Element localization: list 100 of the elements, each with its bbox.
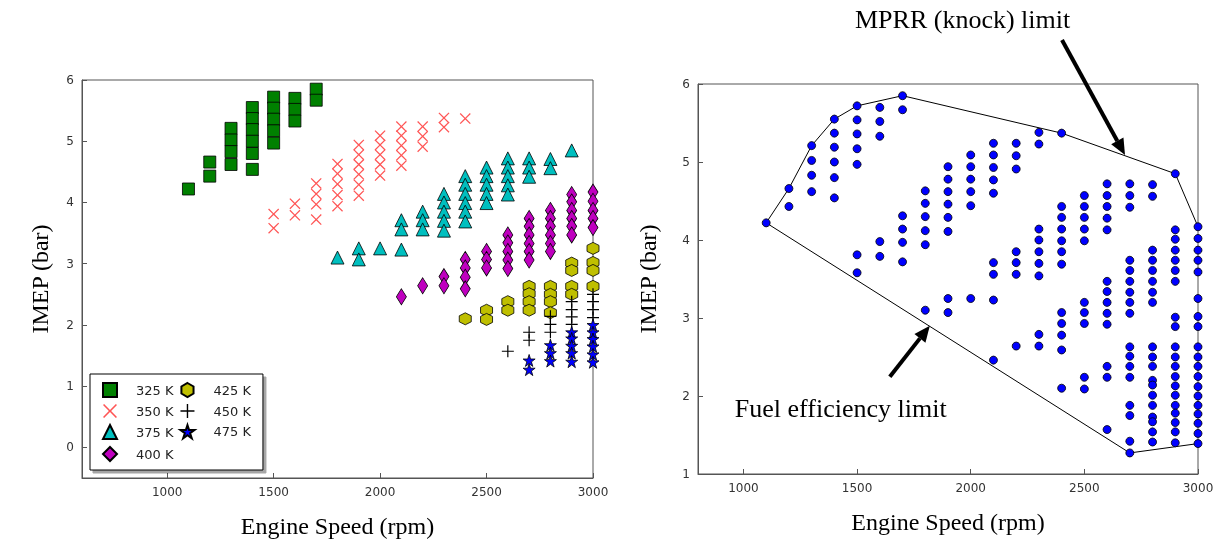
- x-tick-label: 2500: [471, 485, 502, 499]
- y-tick-label: 3: [682, 311, 690, 325]
- point: [522, 303, 536, 317]
- point: [544, 354, 557, 368]
- point: [351, 241, 366, 256]
- legend-label: 400 K: [136, 446, 174, 462]
- y-axis-title: IMEP (bar): [635, 224, 661, 334]
- point: [543, 161, 558, 176]
- y-tick-label: 2: [682, 389, 690, 403]
- point: [332, 158, 343, 170]
- point: [544, 295, 557, 309]
- point: [500, 187, 515, 202]
- legend-label: 375 K: [136, 424, 174, 440]
- point: [415, 222, 430, 237]
- point: [267, 90, 281, 104]
- point: [224, 158, 238, 171]
- point: [289, 209, 301, 221]
- point: [332, 168, 343, 180]
- point: [437, 213, 451, 228]
- point: [417, 121, 429, 133]
- point: [373, 241, 387, 256]
- x-tick-label: 2500: [1069, 481, 1100, 495]
- point: [310, 177, 322, 189]
- point: [394, 222, 409, 237]
- point: [565, 346, 579, 360]
- point: [374, 149, 386, 161]
- y-tick-label: 5: [682, 155, 690, 169]
- point: [587, 219, 599, 236]
- legend-label: 325 K: [136, 382, 174, 398]
- point: [502, 260, 514, 277]
- point: [437, 223, 451, 238]
- point: [565, 264, 579, 277]
- y-tick-label: 3: [66, 256, 74, 271]
- legend-label: 450 K: [213, 403, 252, 419]
- y-tick-label: 5: [66, 134, 74, 149]
- point: [586, 347, 600, 361]
- y-tick-label: 1: [66, 379, 74, 394]
- y-tick-label: 2: [66, 317, 74, 332]
- point: [268, 222, 280, 234]
- point: [224, 121, 238, 135]
- point: [501, 303, 515, 317]
- point: [182, 182, 195, 196]
- x-tick-label: 1500: [841, 481, 873, 495]
- point: [332, 200, 343, 212]
- point: [586, 264, 600, 277]
- point: [245, 134, 259, 148]
- point: [267, 124, 281, 138]
- point: [310, 214, 322, 226]
- point: [245, 123, 259, 136]
- point: [203, 155, 217, 169]
- x-tick-label: 3000: [577, 485, 609, 499]
- x-tick-label: 3000: [1182, 481, 1214, 495]
- text: MPRR (knock) limit: [855, 5, 1071, 35]
- point: [479, 196, 494, 210]
- point: [224, 145, 238, 159]
- legend-label: 350 K: [136, 403, 174, 419]
- point: [288, 114, 302, 128]
- x-axis-title: Engine Speed (rpm): [851, 509, 1045, 535]
- point: [459, 113, 471, 125]
- point: [565, 287, 579, 301]
- y-axis-title: IMEP (bar): [27, 224, 53, 334]
- point: [288, 91, 302, 105]
- point: [224, 133, 238, 147]
- point: [289, 198, 301, 210]
- x-axis-title: Engine Speed (rpm): [240, 513, 435, 539]
- point: [522, 363, 536, 377]
- point: [522, 354, 536, 367]
- point: [458, 312, 472, 326]
- x-tick-label: 1500: [258, 485, 289, 499]
- y-tick-label: 4: [66, 195, 74, 210]
- point: [586, 355, 600, 369]
- x-tick-label: 1000: [151, 485, 183, 499]
- point: [351, 252, 366, 267]
- point: [245, 147, 259, 160]
- point: [245, 163, 259, 176]
- point: [586, 241, 600, 255]
- point: [480, 313, 493, 326]
- point: [332, 178, 343, 190]
- point: [267, 136, 281, 150]
- y-tick-label: 6: [682, 77, 690, 91]
- legend-label: 425 K: [213, 382, 252, 398]
- point: [288, 102, 302, 116]
- point: [586, 339, 600, 353]
- point: [353, 159, 365, 170]
- point: [332, 189, 343, 201]
- point: [268, 208, 280, 220]
- legend-label: 475 K: [213, 424, 252, 440]
- x-tick-label: 1000: [728, 481, 759, 495]
- point: [374, 159, 386, 170]
- x-tick-label: 2000: [364, 485, 396, 499]
- point: [458, 214, 473, 229]
- point: [564, 143, 579, 158]
- point: [586, 279, 600, 293]
- x-tick-label: 2000: [955, 481, 986, 495]
- y-tick-label: 1: [682, 467, 690, 481]
- y-tick-label: 6: [66, 73, 74, 87]
- point: [330, 250, 345, 265]
- point: [522, 169, 537, 184]
- point: [309, 93, 323, 107]
- annotation: Fuel efficiency limit: [734, 393, 947, 424]
